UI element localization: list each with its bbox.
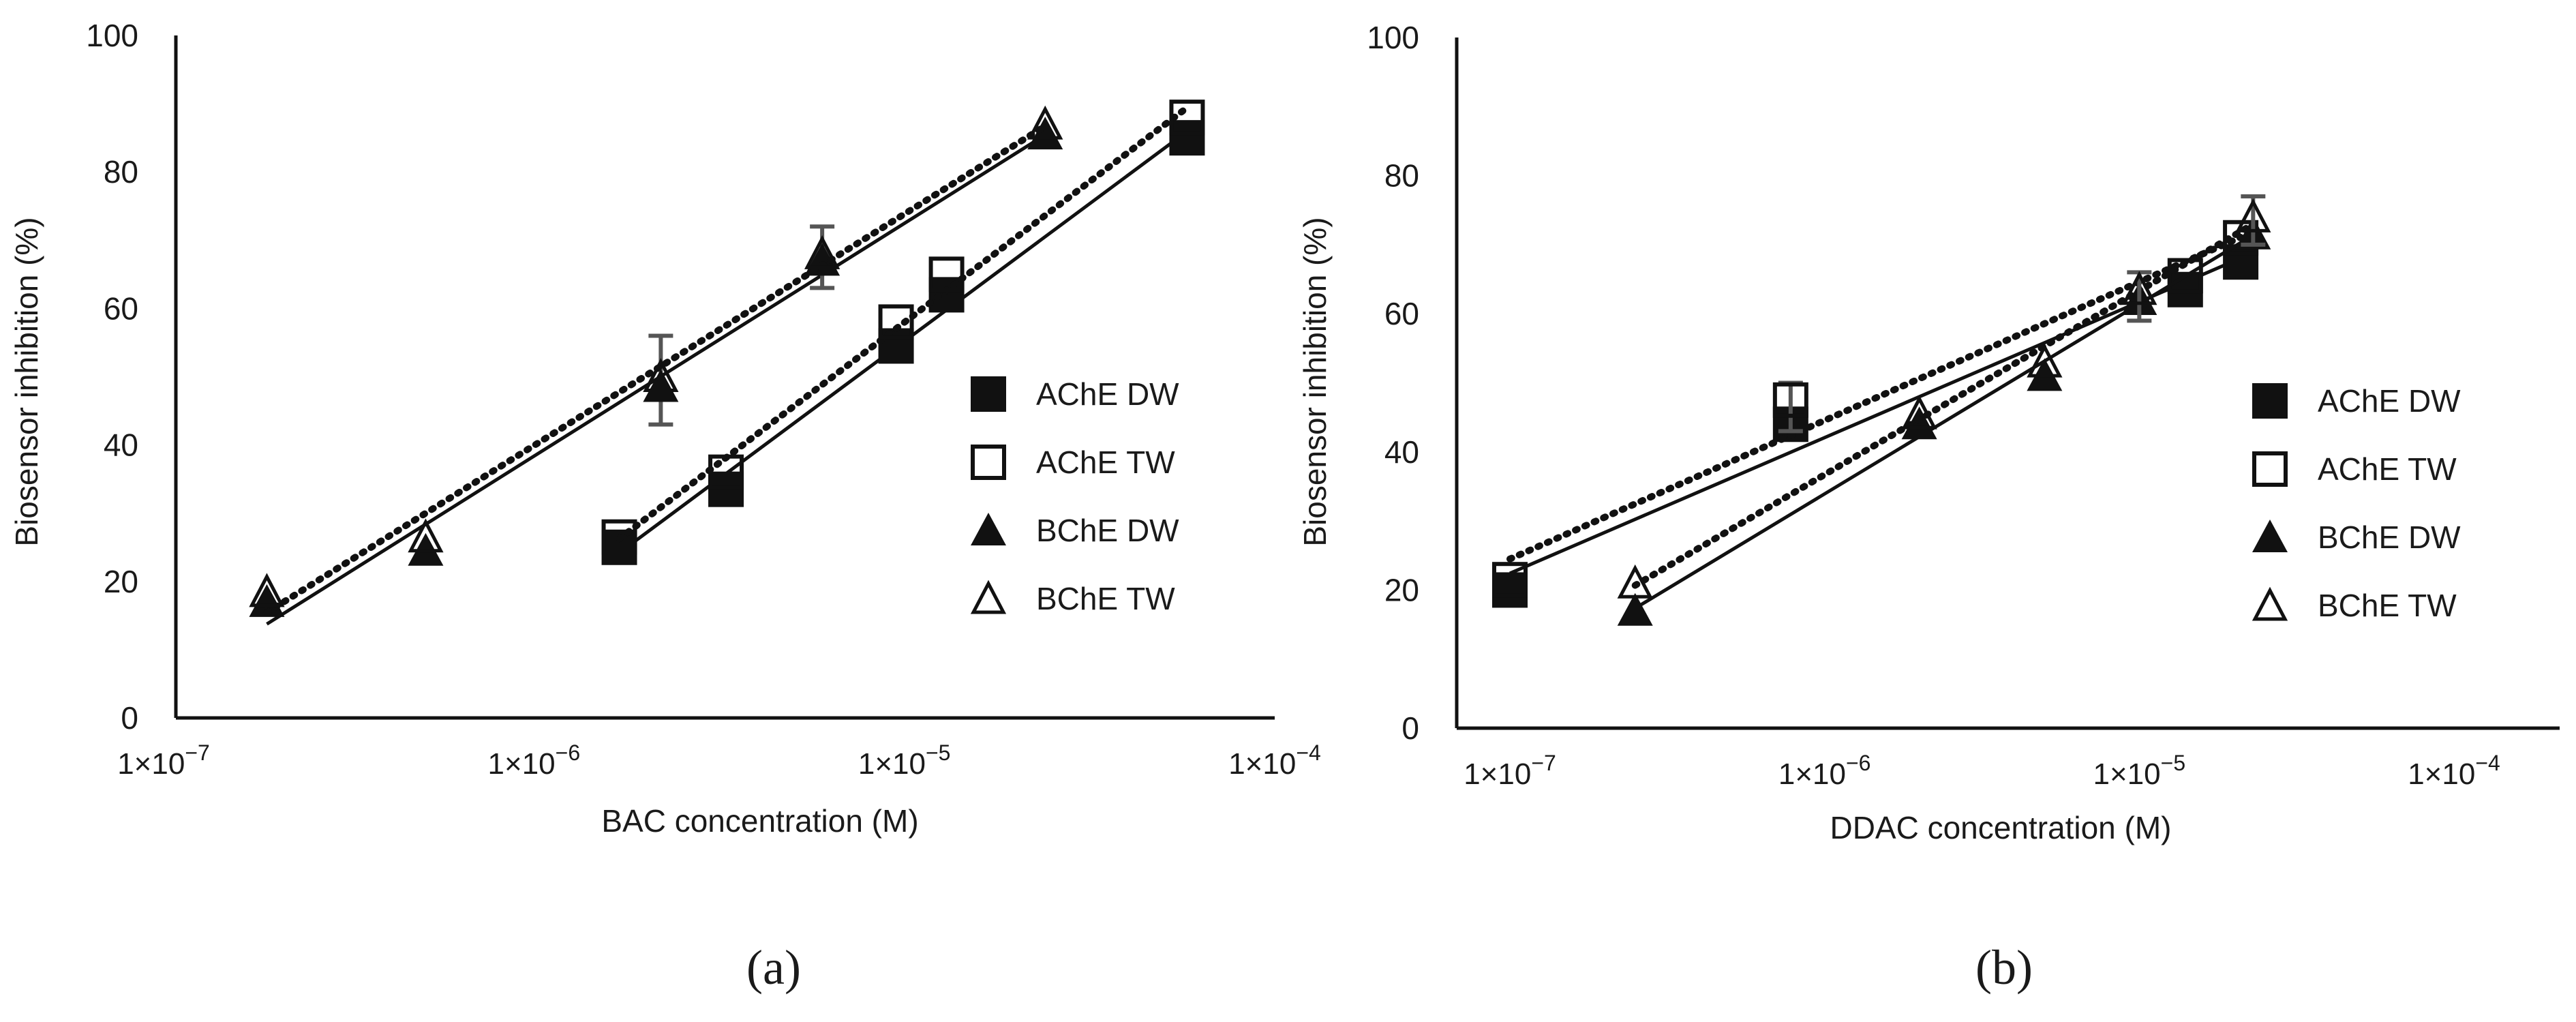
x-tick-label: 1×10−4 xyxy=(1228,740,1321,781)
legend-label: BChE TW xyxy=(2318,588,2457,623)
y-tick-label: 80 xyxy=(104,154,138,190)
data-point-bche-tw xyxy=(408,518,444,553)
data-point-bche-tw xyxy=(1617,564,1653,599)
x-axis-title: BAC concentration (M) xyxy=(601,803,918,839)
data-point-bche-tw xyxy=(804,235,840,269)
legend-label: AChE DW xyxy=(2318,383,2461,419)
x-tick-exponent: −5 xyxy=(926,740,950,765)
legend-marker xyxy=(971,513,1006,545)
trendline-bche-dw xyxy=(1634,233,2254,610)
legend-marker xyxy=(971,445,1006,480)
legend-marker xyxy=(2252,520,2288,552)
data-point-bche-tw xyxy=(1901,395,1937,430)
data-point-bche-tw xyxy=(643,358,679,392)
legend-marker xyxy=(970,580,1007,614)
x-tick-label: 1×10−7 xyxy=(117,740,210,781)
data-point-ache-dw xyxy=(1169,120,1205,156)
x-tick-exponent: −5 xyxy=(2161,751,2185,775)
y-tick-label: 0 xyxy=(121,700,138,736)
x-tick-mantissa: 1×10 xyxy=(1228,747,1296,781)
y-tick-label: 60 xyxy=(104,290,138,326)
data-point-ache-tw xyxy=(1772,382,1808,418)
y-axis-title: Biosensor inhibition (%) xyxy=(9,217,44,546)
data-point-bche-dw xyxy=(1617,592,1653,626)
data-point-ache-dw xyxy=(878,328,914,364)
legend-marker xyxy=(2252,586,2288,621)
x-tick-exponent: −4 xyxy=(2475,751,2500,775)
x-tick-exponent: −7 xyxy=(1531,751,1556,775)
legend-label: AChE TW xyxy=(1036,445,1175,480)
data-point-bche-tw xyxy=(2027,343,2063,378)
x-tick-label: 1×10−7 xyxy=(1464,751,1556,791)
y-tick-label: 80 xyxy=(1384,158,1419,194)
trendline-ache-dw xyxy=(1509,256,2242,575)
legend-label: BChE DW xyxy=(1036,513,1179,548)
data-point-bche-dw xyxy=(1027,117,1063,150)
data-point-bche-dw xyxy=(643,369,679,402)
data-point-ache-tw xyxy=(708,454,744,490)
trendline-bche-tw xyxy=(1631,220,2257,589)
x-tick-mantissa: 1×10 xyxy=(1778,757,1846,791)
panel-label: (b) xyxy=(1975,940,2033,995)
data-point-ache-dw xyxy=(928,277,965,313)
y-tick-label: 20 xyxy=(104,564,138,599)
x-tick-exponent: −6 xyxy=(1846,751,1870,775)
x-tick-mantissa: 1×10 xyxy=(1464,757,1531,791)
y-axis-title: Biosensor inhibition (%) xyxy=(1297,217,1333,546)
legend-marker xyxy=(2252,451,2288,487)
legend-marker xyxy=(2252,383,2288,419)
x-tick-exponent: −4 xyxy=(1296,740,1320,765)
panel-label: (a) xyxy=(746,940,801,995)
trendline-ache-tw xyxy=(616,104,1191,543)
x-tick-mantissa: 1×10 xyxy=(2093,757,2161,791)
x-tick-mantissa: 1×10 xyxy=(2408,757,2475,791)
x-tick-mantissa: 1×10 xyxy=(858,747,926,781)
x-tick-exponent: −6 xyxy=(556,740,580,765)
data-point-ache-tw xyxy=(878,304,914,340)
x-axis-title: DDAC concentration (M) xyxy=(1830,810,2171,845)
x-tick-mantissa: 1×10 xyxy=(488,747,556,781)
x-tick-label: 1×10−6 xyxy=(1778,751,1871,791)
legend-marker xyxy=(971,376,1006,412)
y-tick-label: 0 xyxy=(1401,710,1419,746)
y-tick-label: 40 xyxy=(1384,434,1419,470)
x-tick-label: 1×10−4 xyxy=(2408,751,2500,791)
legend-label: AChE TW xyxy=(2318,451,2457,487)
data-point-bche-tw xyxy=(249,573,285,607)
y-tick-label: 20 xyxy=(1384,572,1419,607)
trendline-ache-tw xyxy=(1506,234,2245,562)
y-tick-label: 40 xyxy=(104,427,138,463)
legend-label: BChE TW xyxy=(1036,581,1175,616)
data-point-ache-tw xyxy=(1492,562,1528,598)
x-tick-label: 1×10−6 xyxy=(488,740,581,781)
x-tick-mantissa: 1×10 xyxy=(117,747,185,781)
y-tick-label: 100 xyxy=(86,18,138,53)
data-point-ache-tw xyxy=(1169,100,1205,136)
x-tick-label: 1×10−5 xyxy=(2093,751,2186,791)
data-point-ache-dw xyxy=(1492,572,1528,608)
data-point-ache-tw xyxy=(601,519,637,555)
data-point-ache-tw xyxy=(928,256,965,292)
y-tick-label: 60 xyxy=(1384,296,1419,331)
y-tick-label: 100 xyxy=(1367,20,1419,55)
data-point-bche-tw xyxy=(2235,198,2271,232)
data-point-bche-tw xyxy=(2121,271,2157,305)
x-tick-exponent: −7 xyxy=(185,740,209,765)
x-tick-label: 1×10−5 xyxy=(858,740,951,781)
legend-label: AChE DW xyxy=(1036,376,1179,412)
legend-label: BChE DW xyxy=(2318,520,2461,555)
data-point-bche-tw xyxy=(1027,105,1063,140)
